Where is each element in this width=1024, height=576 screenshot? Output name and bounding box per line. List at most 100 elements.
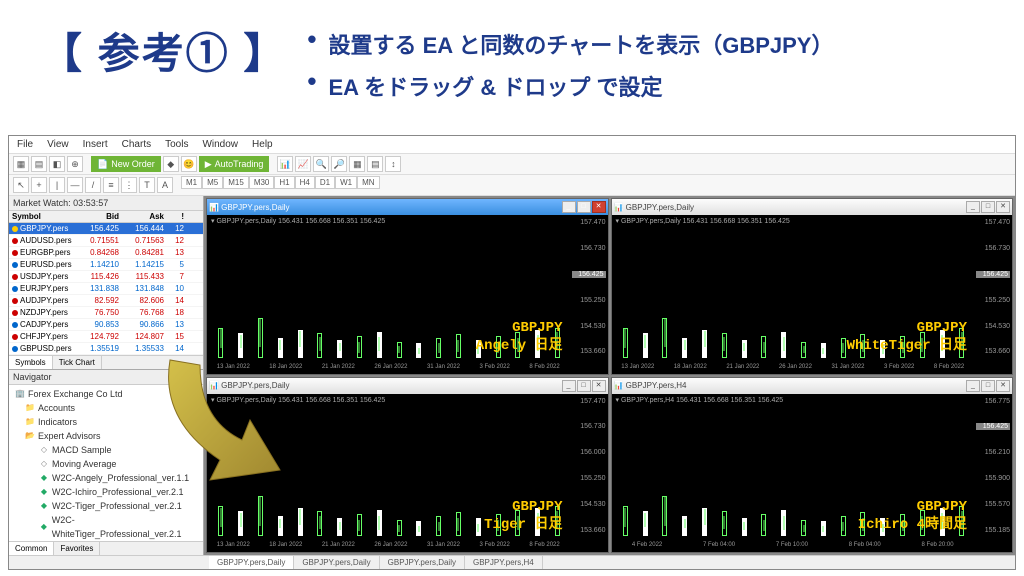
tf-M30[interactable]: M30: [249, 176, 275, 189]
tf-M15[interactable]: M15: [223, 176, 249, 189]
chart-tab[interactable]: GBPJPY.pers,Daily: [380, 556, 465, 569]
mw-tab[interactable]: Tick Chart: [53, 356, 102, 369]
tb-icon[interactable]: 😊: [181, 156, 197, 172]
symbol-row[interactable]: NZDJPY.pers76.75076.76818: [9, 307, 203, 319]
chart-canvas[interactable]: ▾ GBPJPY.pers,Daily 156.431 156.668 156.…: [207, 394, 608, 553]
chart-tab[interactable]: GBPJPY.pers,Daily: [294, 556, 379, 569]
symbol-row[interactable]: CADJPY.pers90.85390.86613: [9, 319, 203, 331]
tf-W1[interactable]: W1: [335, 176, 357, 189]
text-icon[interactable]: A: [157, 177, 173, 193]
window-control[interactable]: ✕: [996, 380, 1010, 392]
tree-item[interactable]: 📁Accounts: [11, 401, 201, 415]
chart-canvas[interactable]: ▾ GBPJPY.pers,H4 156.431 156.668 156.351…: [612, 394, 1013, 553]
chart-window[interactable]: 📊 GBPJPY.pers,Daily_□✕ ▾ GBPJPY.pers,Dail…: [611, 198, 1014, 375]
tb-icon[interactable]: ◆: [163, 156, 179, 172]
symbol-row[interactable]: EURUSD.pers1.142101.142155: [9, 259, 203, 271]
tf-MN[interactable]: MN: [357, 176, 379, 189]
tf-M5[interactable]: M5: [202, 176, 223, 189]
tf-H1[interactable]: H1: [274, 176, 294, 189]
window-control[interactable]: _: [562, 380, 576, 392]
tree-root[interactable]: 🏢Forex Exchange Co Ltd: [11, 387, 201, 401]
window-control[interactable]: ✕: [996, 201, 1010, 213]
tree-item[interactable]: ◆W2C-WhiteTiger_Professional_ver.2.1: [11, 513, 201, 541]
window-control[interactable]: ✕: [592, 201, 606, 213]
navigator-tabs: CommonFavorites: [9, 541, 203, 555]
tree-item[interactable]: ◇Moving Average: [11, 457, 201, 471]
menu-help[interactable]: Help: [252, 139, 273, 150]
window-control[interactable]: ✕: [592, 380, 606, 392]
menu-window[interactable]: Window: [202, 139, 238, 150]
chart-canvas[interactable]: ▾ GBPJPY.pers,Daily 156.431 156.668 156.…: [612, 215, 1013, 374]
symbol-row[interactable]: EURJPY.pers131.838131.84810: [9, 283, 203, 295]
ohlc-label: ▾ GBPJPY.pers,Daily 156.431 156.668 156.…: [211, 217, 385, 225]
text-icon[interactable]: T: [139, 177, 155, 193]
tb-icon[interactable]: 📈: [295, 156, 311, 172]
chart-titlebar[interactable]: 📊 GBPJPY.pers,Daily_□✕: [207, 378, 608, 394]
menu-insert[interactable]: Insert: [83, 139, 108, 150]
tree-item[interactable]: ◆W2C-Ichiro_Professional_ver.2.1: [11, 485, 201, 499]
nav-tab[interactable]: Favorites: [54, 542, 100, 555]
new-order-button[interactable]: 📄 New Order: [91, 156, 161, 172]
window-control[interactable]: _: [966, 380, 980, 392]
symbol-row[interactable]: GBPJPY.pers156.425156.44412: [9, 223, 203, 235]
ohlc-label: ▾ GBPJPY.pers,Daily 156.431 156.668 156.…: [616, 217, 790, 225]
tree-item[interactable]: 📁Indicators: [11, 415, 201, 429]
chart-window[interactable]: 📊 GBPJPY.pers,Daily_□✕▾ GBPJPY.pers,Dail…: [206, 377, 609, 554]
navigator-title: Navigator: [9, 370, 203, 385]
window-control[interactable]: □: [981, 201, 995, 213]
symbol-row[interactable]: GBPUSD.pers1.355191.3553314: [9, 343, 203, 355]
mw-tab[interactable]: Symbols: [9, 356, 53, 369]
tb-icon[interactable]: ▦: [13, 156, 29, 172]
tb-icon[interactable]: ▤: [367, 156, 383, 172]
tb-icon[interactable]: ▤: [31, 156, 47, 172]
tree-item[interactable]: 📂Expert Advisors: [11, 429, 201, 443]
nav-tab[interactable]: Common: [9, 542, 54, 555]
tb-icon[interactable]: 🔍: [313, 156, 329, 172]
tf-M1[interactable]: M1: [181, 176, 202, 189]
symbol-row[interactable]: AUDUSD.pers0.715510.7156312: [9, 235, 203, 247]
tree-item[interactable]: ◆W2C-Angely_Professional_ver.1.1: [11, 471, 201, 485]
symbol-row[interactable]: USDJPY.pers115.426115.4337: [9, 271, 203, 283]
tree-item[interactable]: ◇MACD Sample: [11, 443, 201, 457]
crosshair-icon[interactable]: +: [31, 177, 47, 193]
window-control[interactable]: _: [966, 201, 980, 213]
channel-icon[interactable]: ≡: [103, 177, 119, 193]
chart-canvas[interactable]: ▾ GBPJPY.pers,Daily 156.431 156.668 156.…: [207, 215, 608, 374]
market-watch-header: SymbolBidAsk!: [9, 211, 203, 223]
chart-grid: 📊 GBPJPY.pers,Daily_□✕▾ GBPJPY.pers,Dail…: [204, 196, 1015, 555]
window-control[interactable]: _: [562, 201, 576, 213]
chart-titlebar[interactable]: 📊 GBPJPY.pers,H4_□✕: [612, 378, 1013, 394]
tb-icon[interactable]: ◧: [49, 156, 65, 172]
menu-tools[interactable]: Tools: [165, 139, 188, 150]
chart-overlay-label: GBPJPYIchiro 4時間足: [858, 498, 967, 534]
vline-icon[interactable]: |: [49, 177, 65, 193]
tb-icon[interactable]: 📊: [277, 156, 293, 172]
menu-view[interactable]: View: [47, 139, 69, 150]
chart-titlebar[interactable]: 📊 GBPJPY.pers,Daily_□✕: [207, 199, 608, 215]
chart-tab[interactable]: GBPJPY.pers,Daily: [209, 556, 294, 569]
menu-file[interactable]: File: [17, 139, 33, 150]
hline-icon[interactable]: —: [67, 177, 83, 193]
window-control[interactable]: □: [577, 380, 591, 392]
menu-charts[interactable]: Charts: [122, 139, 151, 150]
symbol-row[interactable]: CHFJPY.pers124.792124.80715: [9, 331, 203, 343]
tf-H4[interactable]: H4: [295, 176, 315, 189]
autotrading-button[interactable]: ▶ AutoTrading: [199, 156, 270, 172]
chart-tab[interactable]: GBPJPY.pers,H4: [465, 556, 543, 569]
trend-icon[interactable]: /: [85, 177, 101, 193]
tf-D1[interactable]: D1: [315, 176, 335, 189]
chart-window[interactable]: 📊 GBPJPY.pers,H4_□✕▾ GBPJPY.pers,H4 156.…: [611, 377, 1014, 554]
cursor-icon[interactable]: ↖: [13, 177, 29, 193]
chart-titlebar[interactable]: 📊 GBPJPY.pers,Daily_□✕: [612, 199, 1013, 215]
symbol-row[interactable]: EURGBP.pers0.842680.8428113: [9, 247, 203, 259]
tree-item[interactable]: ◆W2C-Tiger_Professional_ver.2.1: [11, 499, 201, 513]
fib-icon[interactable]: ⋮: [121, 177, 137, 193]
tb-icon[interactable]: ⊕: [67, 156, 83, 172]
window-control[interactable]: □: [981, 380, 995, 392]
chart-window[interactable]: 📊 GBPJPY.pers,Daily_□✕ ▾ GBPJPY.pers,Dail…: [206, 198, 609, 375]
tb-icon[interactable]: ↕: [385, 156, 401, 172]
tb-icon[interactable]: ▦: [349, 156, 365, 172]
symbol-row[interactable]: AUDJPY.pers82.59282.60614: [9, 295, 203, 307]
window-control[interactable]: □: [577, 201, 591, 213]
tb-icon[interactable]: 🔎: [331, 156, 347, 172]
